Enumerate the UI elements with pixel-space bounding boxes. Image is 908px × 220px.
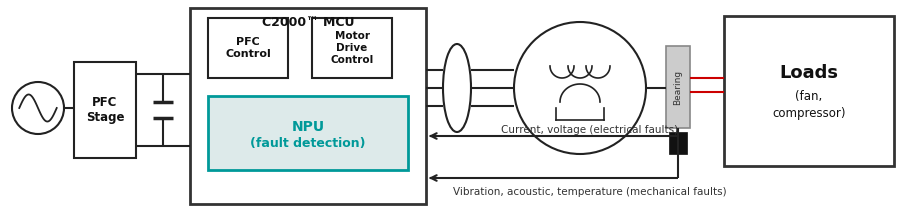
Text: PFC
Control: PFC Control	[225, 37, 271, 59]
Circle shape	[514, 22, 646, 154]
Text: Loads: Loads	[779, 64, 838, 82]
Ellipse shape	[443, 44, 471, 132]
Bar	[312, 18, 392, 78]
Text: Bearing: Bearing	[674, 70, 683, 104]
Text: (fault detection): (fault detection)	[251, 136, 366, 150]
Bar	[74, 62, 136, 158]
Bar	[208, 18, 288, 78]
Text: NPU: NPU	[291, 120, 324, 134]
Text: Current, voltage (electrical faults): Current, voltage (electrical faults)	[501, 125, 678, 135]
Text: Motor
Drive
Control: Motor Drive Control	[331, 31, 373, 65]
Bar	[666, 46, 690, 128]
Bar	[190, 8, 426, 204]
Circle shape	[12, 82, 64, 134]
Bar	[208, 96, 408, 170]
Text: C2000™ MCU: C2000™ MCU	[262, 15, 354, 29]
Bar	[724, 16, 894, 166]
Text: Vibration, acoustic, temperature (mechanical faults): Vibration, acoustic, temperature (mechan…	[453, 187, 726, 197]
Text: (fan,
compressor): (fan, compressor)	[772, 90, 845, 120]
Bar	[669, 132, 687, 154]
Text: PFC
Stage: PFC Stage	[85, 96, 124, 124]
